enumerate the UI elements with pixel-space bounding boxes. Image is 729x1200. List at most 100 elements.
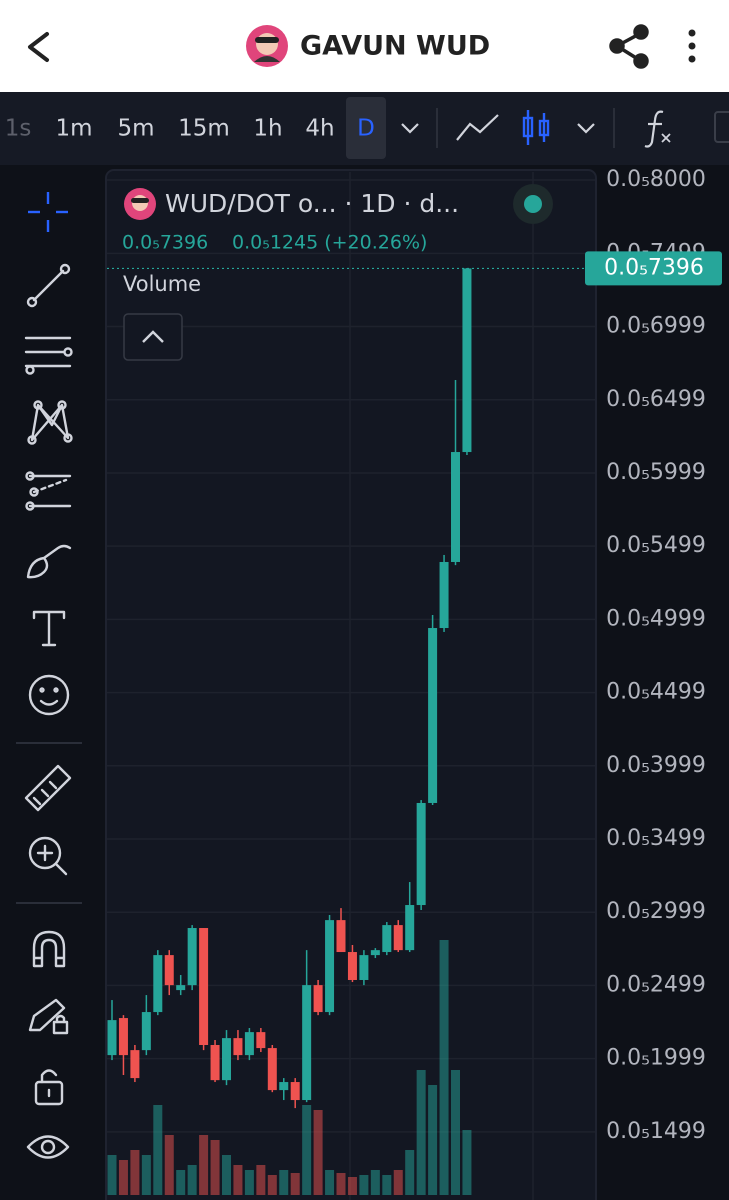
volume-bar <box>325 1170 335 1195</box>
candle-body <box>153 955 163 1013</box>
candle-body <box>393 925 403 951</box>
fib-tool[interactable] <box>24 336 73 375</box>
y-tick-label: 0.0₅5999 <box>606 460 706 485</box>
candle-body <box>222 1038 231 1081</box>
y-tick-label: 0.0₅6499 <box>606 387 706 412</box>
legend: WUD/DOT o... · 1D · d... 0.0₅7396 0.0₅12… <box>122 184 553 361</box>
more-tools[interactable] <box>714 111 729 143</box>
prediction-tool[interactable] <box>25 471 72 511</box>
volume-bar <box>347 1177 357 1195</box>
status-dot <box>524 195 542 213</box>
volume-bar <box>233 1165 243 1195</box>
lock-drawing-tool[interactable] <box>28 998 69 1035</box>
volume-bar <box>313 1110 323 1195</box>
back-button[interactable] <box>28 32 49 62</box>
volume-bar <box>336 1173 346 1195</box>
volume-bar <box>256 1165 266 1195</box>
header-title: GAVUN WUD <box>300 31 490 62</box>
candle-body <box>279 1082 289 1091</box>
magnet-tool[interactable] <box>32 930 66 968</box>
timeframe-dropdown[interactable] <box>401 123 419 134</box>
candle-body <box>313 985 323 1013</box>
timeframe-button[interactable]: 1m <box>55 116 92 142</box>
volume-bar <box>118 1160 128 1195</box>
volume-bar <box>290 1173 300 1195</box>
volume-bar <box>359 1175 369 1195</box>
candle-body <box>325 920 335 1013</box>
timeframe-button[interactable]: 1s <box>5 116 32 142</box>
volume-bar <box>107 1155 117 1195</box>
y-tick-label: 0.0₅3999 <box>606 753 706 778</box>
header-bar <box>0 0 729 92</box>
line-chart-button[interactable] <box>456 114 499 141</box>
volume-bar <box>451 1070 460 1195</box>
volume-bar <box>141 1155 151 1195</box>
timeframe-button[interactable]: 1h <box>253 116 282 142</box>
candle-body <box>199 928 209 1046</box>
volume-bar <box>187 1165 197 1195</box>
crosshair-tool[interactable] <box>28 192 68 232</box>
legend-change: 0.0₅1245 (+20.26%) <box>232 232 427 254</box>
volume-bar <box>382 1175 392 1195</box>
volume-bars <box>107 940 472 1195</box>
candle-body <box>267 1048 277 1091</box>
volume-bar <box>222 1155 231 1195</box>
collapse-button[interactable] <box>123 313 183 361</box>
candle-chart-button[interactable] <box>522 110 550 145</box>
lock-tool[interactable] <box>34 1069 64 1106</box>
candle-body <box>428 628 438 803</box>
drawing-toolbar <box>16 192 82 1159</box>
timeframe-button[interactable]: 15m <box>178 116 230 142</box>
volume-bar <box>302 1105 312 1195</box>
legend-avatar <box>124 188 156 220</box>
trend-line-tool[interactable] <box>26 263 71 308</box>
y-tick-label: 0.0₅1999 <box>606 1046 706 1071</box>
chart-type-dropdown[interactable] <box>577 123 595 134</box>
price-tag: 0.0₅7396 <box>107 251 722 286</box>
brush-tool[interactable] <box>26 544 72 579</box>
indicators-button[interactable] <box>644 110 671 148</box>
candle-body <box>118 1018 128 1056</box>
timeframe-button[interactable]: 4h <box>305 116 334 142</box>
timeframe-button[interactable]: 5m <box>117 116 154 142</box>
candle-body <box>336 920 346 953</box>
ruler-tool[interactable] <box>24 764 72 812</box>
candle-body <box>359 955 369 980</box>
y-tick-label: 0.0₅2999 <box>606 899 706 924</box>
timeframe-button[interactable]: D <box>357 116 375 142</box>
y-tick-label: 0.0₅4499 <box>606 680 706 705</box>
volume-bar <box>428 1085 438 1195</box>
candle-body <box>290 1082 300 1101</box>
candle-body <box>141 1012 151 1051</box>
legend-title: WUD/DOT o... · 1D · d... <box>165 189 459 218</box>
grid <box>107 172 595 1200</box>
volume-bar <box>244 1170 254 1195</box>
candle-body <box>451 452 460 562</box>
y-tick-label: 0.0₅3499 <box>606 826 706 851</box>
candle-body <box>176 985 186 991</box>
avatar <box>246 25 288 67</box>
zoom-tool[interactable] <box>28 836 68 876</box>
volume-bar <box>462 1130 472 1195</box>
candle-body <box>233 1038 243 1056</box>
candle-body <box>347 952 357 980</box>
text-tool[interactable] <box>32 610 66 647</box>
emoji-tool[interactable] <box>28 674 70 716</box>
price-axis: 0.0₅80000.0₅74990.0₅69990.0₅64990.0₅5999… <box>606 167 706 1144</box>
y-tick-label: 0.0₅8000 <box>606 167 706 192</box>
share-button[interactable] <box>609 24 649 69</box>
volume-bar <box>164 1135 174 1195</box>
candle-body <box>416 802 426 906</box>
last-price-tag <box>585 251 722 286</box>
timeframe-group: 1s 1m 5m 15m 1h 4h D <box>5 97 386 159</box>
volume-bar <box>210 1140 220 1195</box>
volume-bar <box>176 1170 186 1195</box>
visibility-tool[interactable] <box>26 1135 70 1159</box>
y-tick-label: 0.0₅1499 <box>606 1119 706 1144</box>
indicator-label: Volume <box>123 272 201 296</box>
more-button[interactable] <box>688 29 696 63</box>
volume-bar <box>130 1150 140 1195</box>
pattern-tool[interactable] <box>27 400 73 445</box>
collapse-icon <box>142 330 164 343</box>
